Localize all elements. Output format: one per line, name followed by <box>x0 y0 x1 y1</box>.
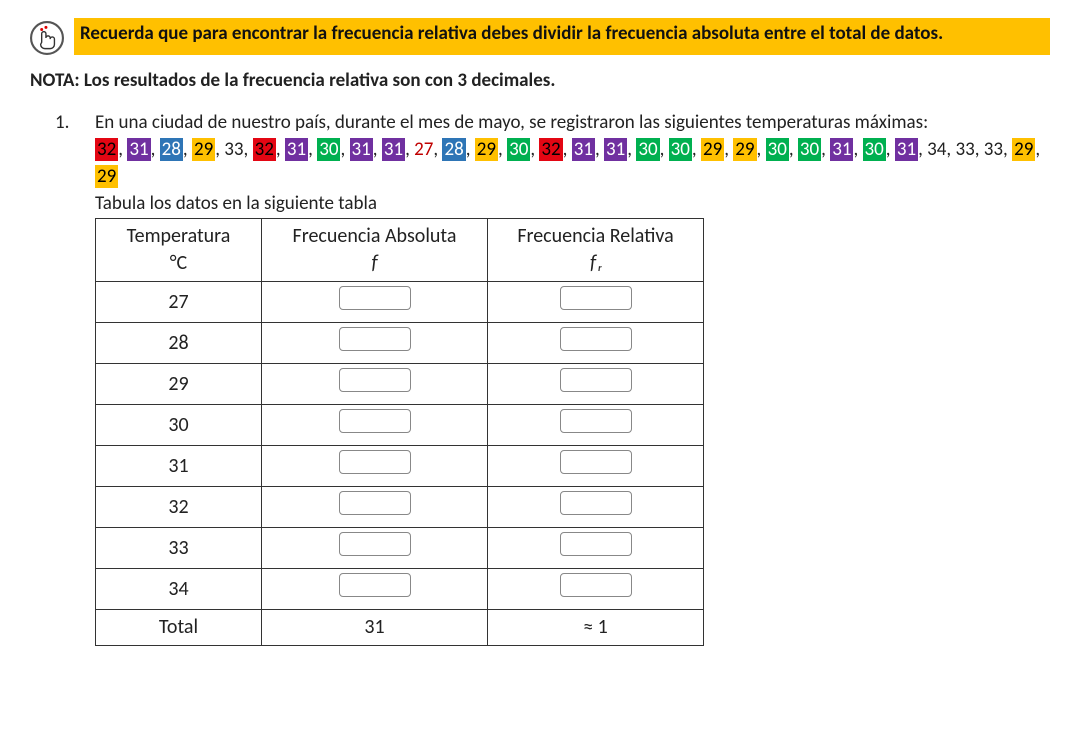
reminder-text: Recuerda que para encontrar la frecuenci… <box>74 18 1050 55</box>
th-abs: Frecuencia Absoluta f <box>262 219 488 282</box>
abs-input[interactable] <box>339 491 411 515</box>
data-value: 28 <box>442 138 465 161</box>
data-value: 31 <box>895 138 918 161</box>
data-value: 33 <box>984 138 1003 161</box>
cell-temp: 30 <box>96 405 262 446</box>
cell-temp: 31 <box>96 446 262 487</box>
abs-input[interactable] <box>339 286 411 310</box>
data-value: 30 <box>863 138 886 161</box>
cell-abs <box>262 364 488 405</box>
data-value: 32 <box>95 138 118 161</box>
data-value: 33 <box>955 138 974 161</box>
cell-rel <box>488 569 704 610</box>
rel-input[interactable] <box>560 327 632 351</box>
rel-input[interactable] <box>560 450 632 474</box>
cell-abs <box>262 487 488 528</box>
cell-temp: 28 <box>96 323 262 364</box>
data-value: 30 <box>798 138 821 161</box>
th-temp: Temperatura °C <box>96 219 262 282</box>
data-values: 32, 31, 28, 29, 33, 32, 31, 30, 31, 31, … <box>95 136 1050 191</box>
abs-input[interactable] <box>339 368 411 392</box>
th-rel: Frecuencia Relativa fᵣ <box>488 219 704 282</box>
total-rel: ≈ 1 <box>488 610 704 646</box>
frequency-table: Temperatura °C Frecuencia Absoluta f Fre… <box>95 218 704 646</box>
data-value: 31 <box>572 138 595 161</box>
table-row: 33 <box>96 528 704 569</box>
data-value: 30 <box>766 138 789 161</box>
rel-input[interactable] <box>560 409 632 433</box>
table-row: 30 <box>96 405 704 446</box>
abs-input[interactable] <box>339 327 411 351</box>
data-value: 29 <box>1012 138 1035 161</box>
cell-temp: 27 <box>96 282 262 323</box>
abs-input[interactable] <box>339 450 411 474</box>
data-value: 32 <box>539 138 562 161</box>
abs-input[interactable] <box>339 573 411 597</box>
cell-rel <box>488 323 704 364</box>
cell-rel <box>488 282 704 323</box>
total-label: Total <box>96 610 262 646</box>
row-total: Total 31 ≈ 1 <box>96 610 704 646</box>
data-value: 27 <box>414 138 433 161</box>
abs-input[interactable] <box>339 532 411 556</box>
data-value: 29 <box>95 165 118 188</box>
rel-input[interactable] <box>560 532 632 556</box>
data-value: 30 <box>507 138 530 161</box>
total-abs: 31 <box>262 610 488 646</box>
problem-number: 1. <box>55 110 69 136</box>
cell-abs <box>262 323 488 364</box>
table-row: 29 <box>96 364 704 405</box>
data-value: 31 <box>382 138 405 161</box>
data-value: 30 <box>669 138 692 161</box>
rel-input[interactable] <box>560 286 632 310</box>
data-value: 31 <box>604 138 627 161</box>
cell-abs <box>262 282 488 323</box>
data-value: 30 <box>636 138 659 161</box>
problem-intro: En una ciudad de nuestro país, durante e… <box>95 111 928 134</box>
reminder-banner: Recuerda que para encontrar la frecuenci… <box>30 18 1050 55</box>
cell-rel <box>488 364 704 405</box>
table-row: 31 <box>96 446 704 487</box>
data-value: 31 <box>285 138 308 161</box>
cell-temp: 29 <box>96 364 262 405</box>
cell-abs <box>262 569 488 610</box>
abs-input[interactable] <box>339 409 411 433</box>
cell-temp: 33 <box>96 528 262 569</box>
tabulate-instruction: Tabula los datos en la siguiente tabla <box>95 191 1050 217</box>
data-value: 32 <box>253 138 276 161</box>
cell-abs <box>262 528 488 569</box>
data-value: 30 <box>317 138 340 161</box>
data-value: 29 <box>192 138 215 161</box>
data-value: 31 <box>350 138 373 161</box>
cell-rel <box>488 528 704 569</box>
data-value: 33 <box>224 138 243 161</box>
data-value: 29 <box>701 138 724 161</box>
cell-rel <box>488 446 704 487</box>
data-value: 29 <box>475 138 498 161</box>
rel-input[interactable] <box>560 573 632 597</box>
table-row: 32 <box>96 487 704 528</box>
cell-abs <box>262 446 488 487</box>
table-row: 27 <box>96 282 704 323</box>
rel-input[interactable] <box>560 368 632 392</box>
problem-1: 1. En una ciudad de nuestro país, durant… <box>95 110 1050 646</box>
rel-input[interactable] <box>560 491 632 515</box>
note-line: NOTA: Los resultados de la frecuencia re… <box>30 69 1050 92</box>
data-value: 31 <box>127 138 150 161</box>
hand-point-icon <box>30 21 64 55</box>
cell-abs <box>262 405 488 446</box>
data-value: 29 <box>733 138 756 161</box>
table-row: 28 <box>96 323 704 364</box>
cell-rel <box>488 487 704 528</box>
table-row: 34 <box>96 569 704 610</box>
data-value: 34 <box>927 138 946 161</box>
data-value: 28 <box>160 138 183 161</box>
cell-temp: 32 <box>96 487 262 528</box>
cell-temp: 34 <box>96 569 262 610</box>
cell-rel <box>488 405 704 446</box>
data-value: 31 <box>830 138 853 161</box>
